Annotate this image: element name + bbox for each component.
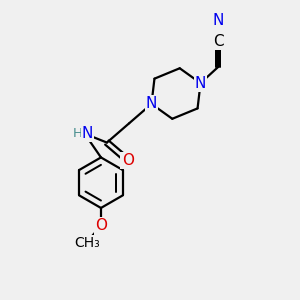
- Text: N: N: [213, 13, 224, 28]
- Text: CH₃: CH₃: [75, 236, 101, 250]
- Text: O: O: [95, 218, 107, 233]
- Text: N: N: [195, 76, 206, 91]
- Text: O: O: [122, 153, 134, 168]
- Text: N: N: [82, 126, 93, 141]
- Text: H: H: [72, 127, 82, 140]
- Text: C: C: [213, 34, 224, 49]
- Text: N: N: [146, 96, 157, 111]
